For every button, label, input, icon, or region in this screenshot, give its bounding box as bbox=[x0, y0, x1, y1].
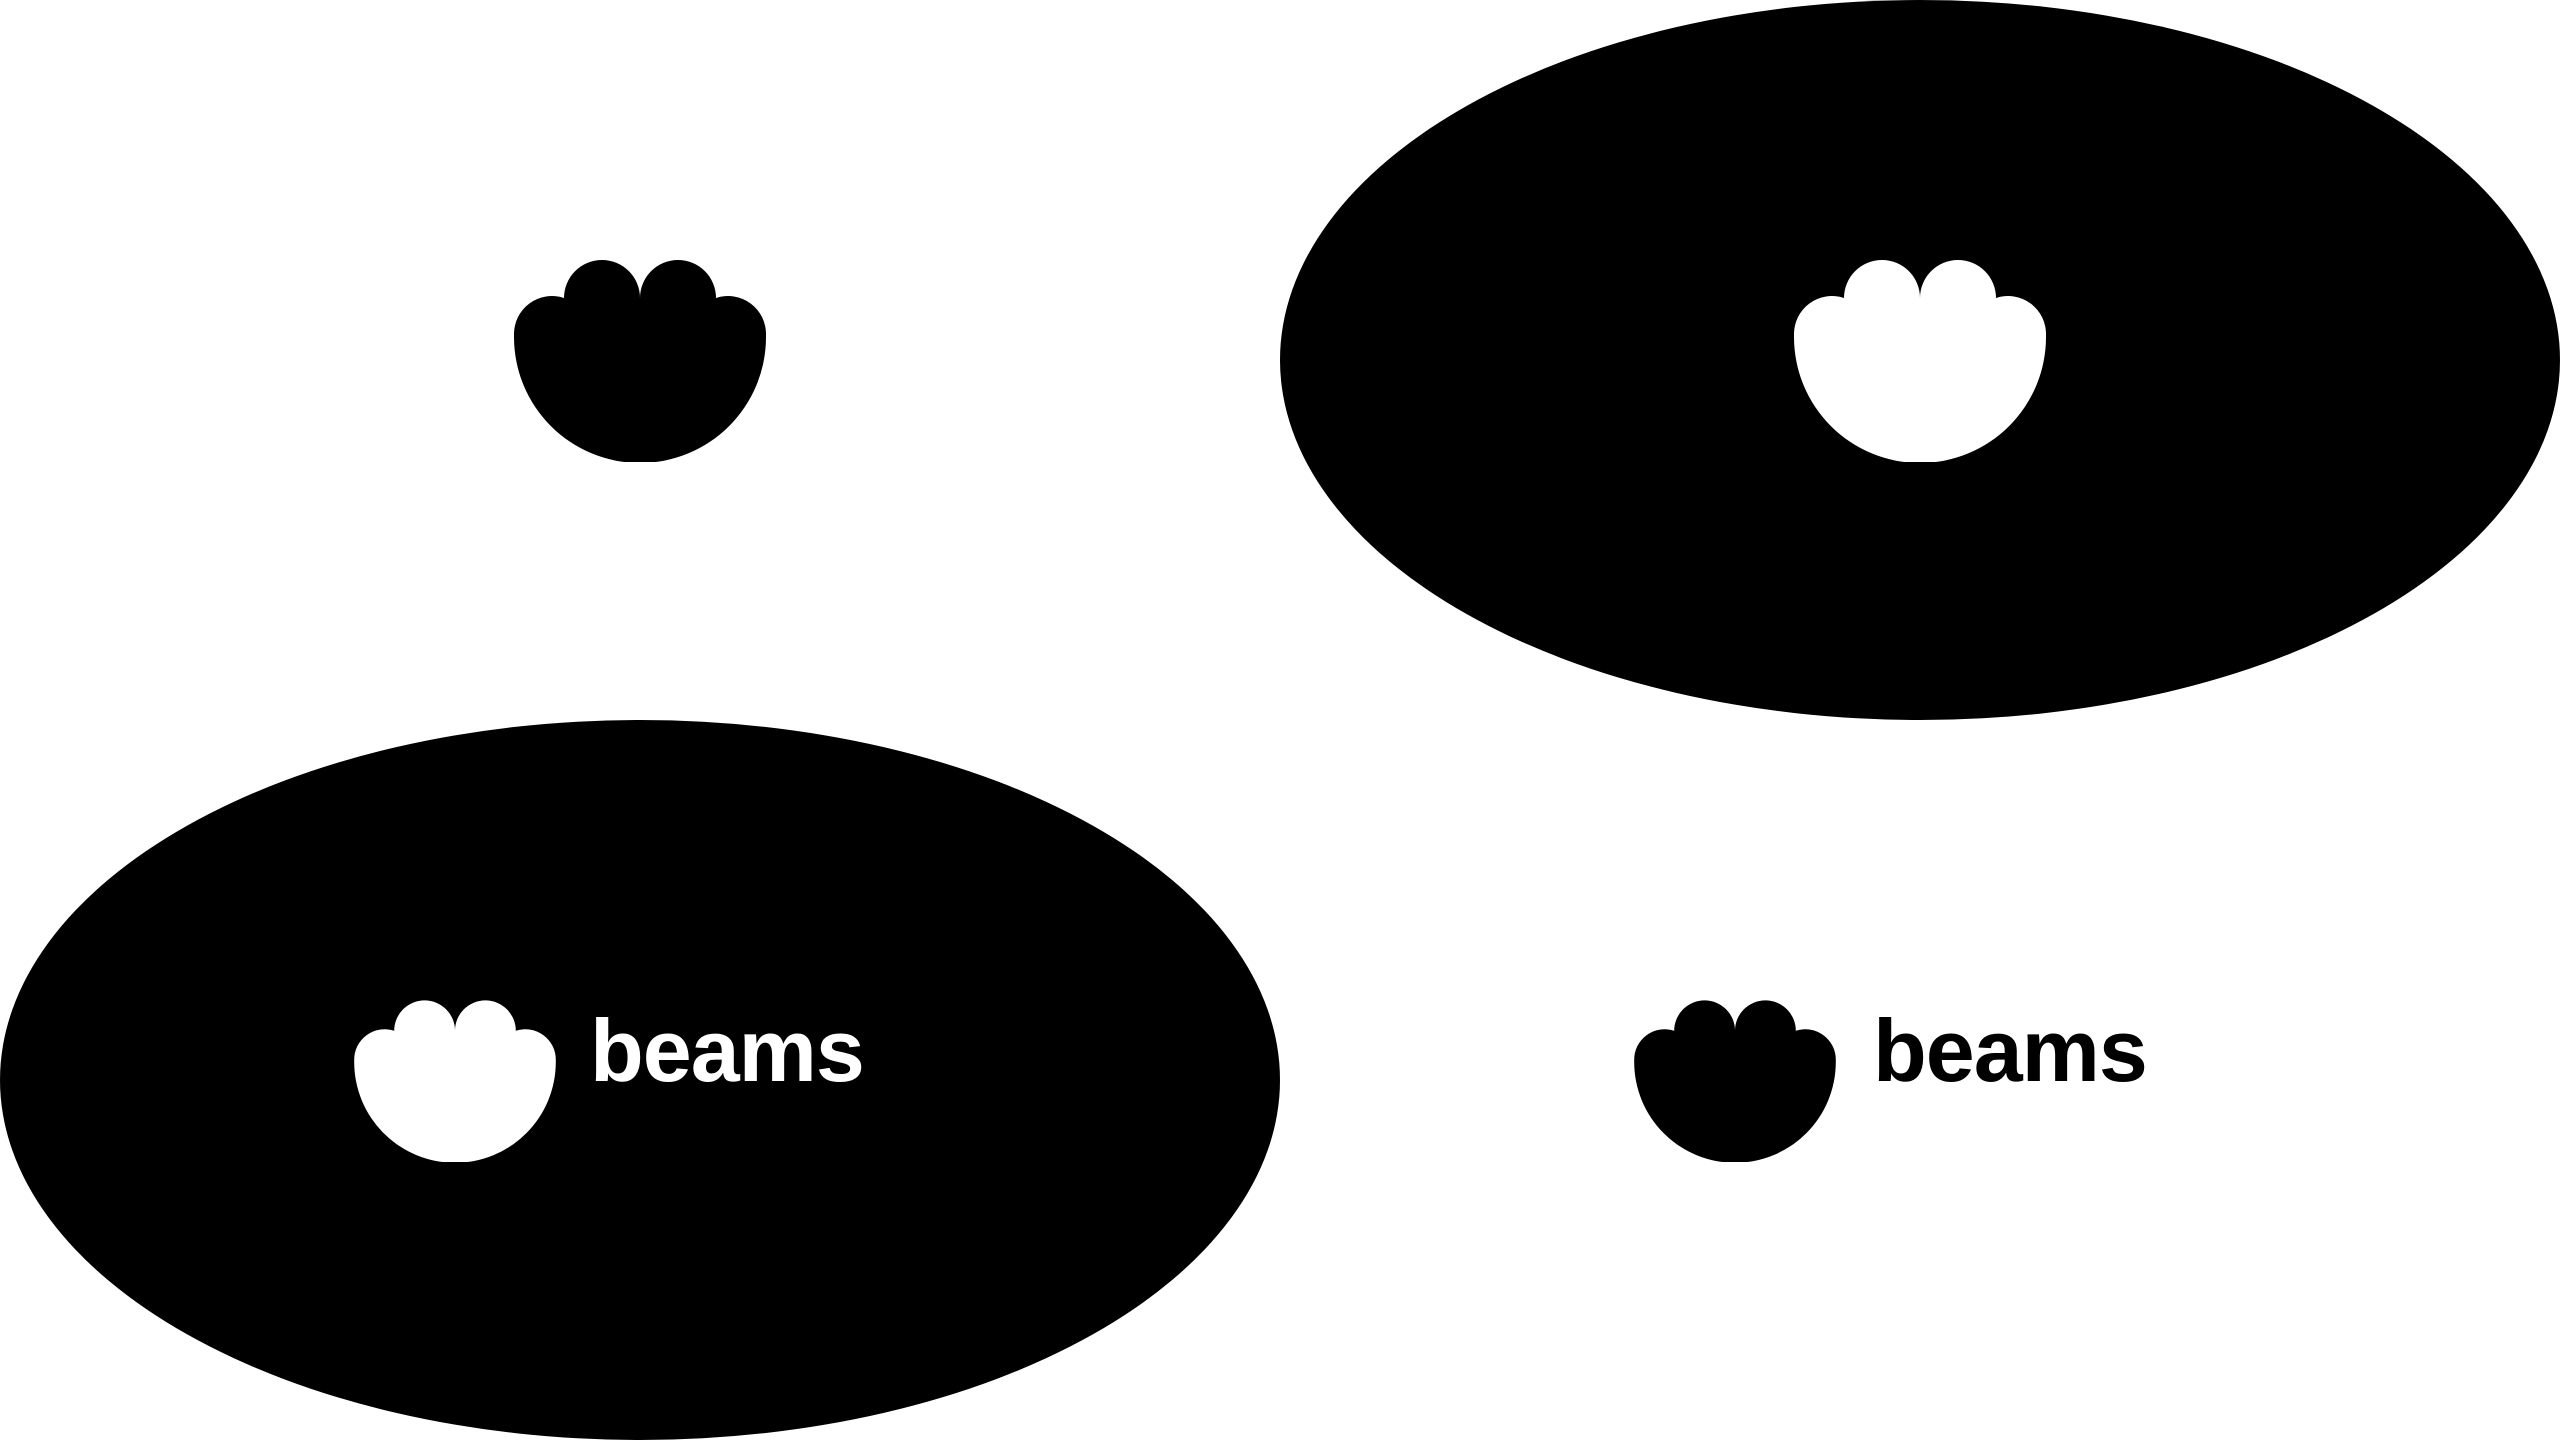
beams-symbol-icon bbox=[1634, 1000, 1836, 1162]
beams-symbol-icon bbox=[514, 260, 766, 462]
beams-symbol-icon bbox=[354, 1000, 556, 1162]
beams-symbol-icon bbox=[1794, 260, 2046, 462]
oval-background bbox=[0, 720, 1280, 1440]
logo-variant-lockup-white: beams bbox=[0, 720, 1280, 1440]
logo-variant-symbol-white bbox=[1280, 0, 2560, 720]
logo-variant-lockup-black: beams bbox=[1280, 720, 2560, 1440]
logo-variant-symbol-black bbox=[0, 0, 1280, 720]
beams-wordmark: beams bbox=[1873, 1001, 2148, 1100]
beams-wordmark: beams bbox=[590, 1001, 865, 1100]
